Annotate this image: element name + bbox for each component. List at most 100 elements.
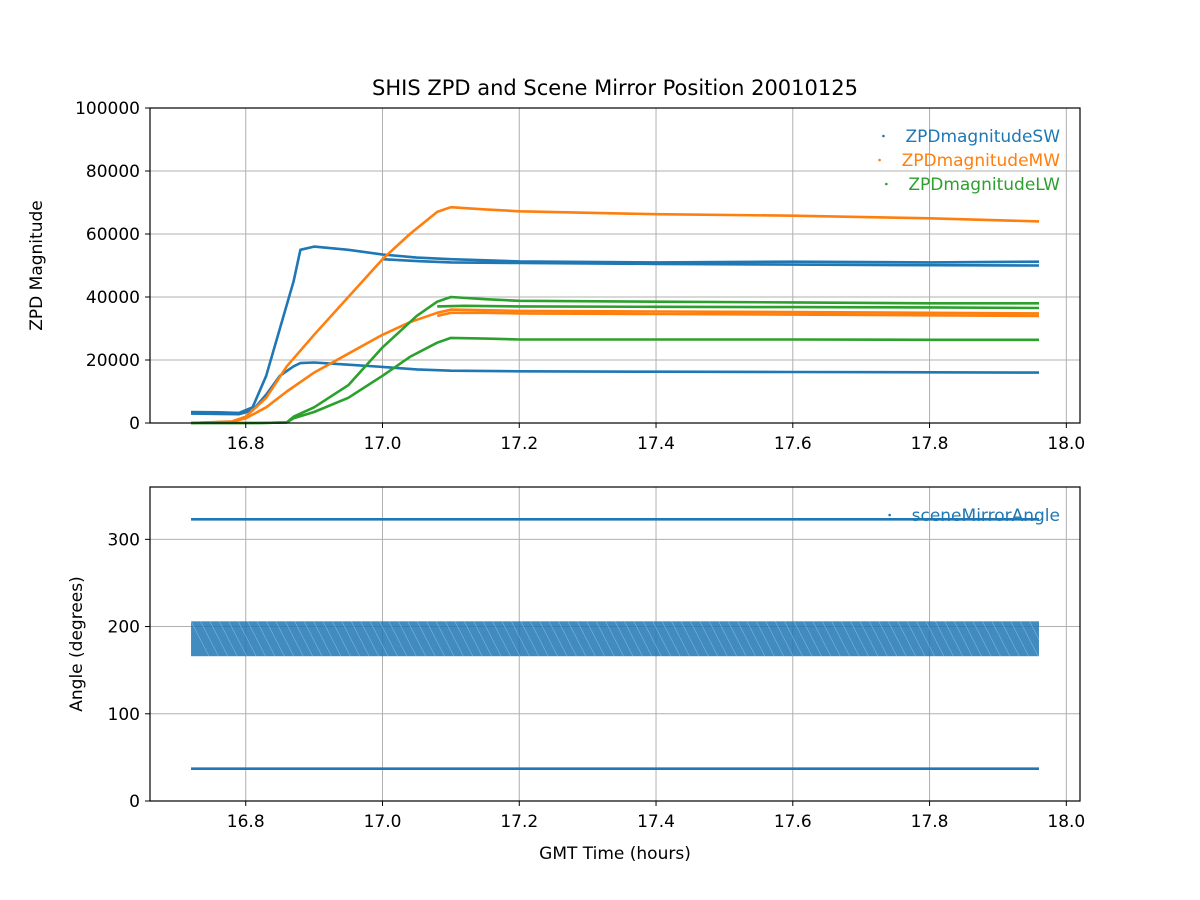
- angle-y-axis-label: Angle (degrees): [67, 576, 87, 711]
- zpd-data-marks: [190, 205, 1040, 425]
- band-texture: [793, 621, 813, 657]
- band-texture: [1029, 621, 1048, 657]
- band-texture: [501, 621, 521, 657]
- band-texture: [322, 621, 342, 657]
- band-texture: [548, 621, 568, 657]
- band-texture: [482, 621, 502, 657]
- x-tick-label: 18.0: [1047, 434, 1085, 454]
- legend-label: sceneMirrorAngle: [912, 506, 1060, 526]
- series-trace-ZPDmagnitudeMW: [190, 205, 1040, 425]
- band-texture: [1001, 621, 1020, 657]
- band-texture: [633, 621, 653, 657]
- band-texture: [511, 621, 530, 657]
- band-texture: [379, 621, 398, 657]
- band-texture: [925, 621, 945, 657]
- band-texture: [529, 621, 549, 657]
- y-tick-label: 80000: [86, 162, 140, 182]
- band-texture: [577, 621, 596, 657]
- band-texture: [963, 621, 982, 657]
- band-texture: [746, 621, 766, 657]
- band-texture: [661, 621, 681, 657]
- zpd-x-ticks: 16.8 17.0 17.2 17.4 17.6 17.8 18.0: [227, 423, 1085, 454]
- angle-x-axis-label: GMT Time (hours): [539, 844, 691, 864]
- band-texture: [407, 621, 426, 657]
- band-texture: [982, 621, 1001, 657]
- band-texture: [906, 621, 926, 657]
- series-trace-ZPDmagnitudeSW: [382, 257, 1040, 267]
- band-texture: [671, 621, 690, 657]
- angle-axes-frame: [149, 486, 1081, 802]
- band-texture: [558, 621, 577, 657]
- zpd-axes-frame: [149, 107, 1081, 424]
- angle-y-ticks: 0 100 200 300: [108, 530, 150, 812]
- legend-marker: [882, 134, 885, 138]
- legend-label: ZPDmagnitudeMW: [902, 151, 1061, 171]
- series-trace-ZPDmagnitudeMW: [436, 311, 1040, 318]
- x-tick-label: 17.0: [364, 434, 402, 454]
- band-texture: [831, 621, 850, 657]
- band-texture: [303, 621, 323, 657]
- band-texture: [341, 621, 361, 657]
- band-texture: [416, 621, 436, 657]
- band-texture: [690, 621, 709, 657]
- y-tick-label: 20000: [86, 351, 140, 371]
- band-texture: [567, 621, 587, 657]
- angle-data-marks: [190, 517, 1048, 771]
- band-texture: [1010, 621, 1029, 657]
- legend-marker: [878, 158, 881, 162]
- x-tick-label: 18.0: [1047, 812, 1085, 832]
- x-tick-label: 17.2: [500, 812, 538, 832]
- band-texture: [190, 621, 210, 657]
- band-texture: [426, 621, 445, 657]
- zpd-y-axis-label: ZPD Magnitude: [27, 200, 47, 330]
- angle-legend: sceneMirrorAngle: [888, 506, 1060, 526]
- band-texture: [614, 621, 634, 657]
- band-texture: [756, 621, 775, 657]
- band-texture: [247, 621, 266, 657]
- band-texture: [887, 621, 907, 657]
- band-texture: [803, 621, 822, 657]
- band-texture: [398, 621, 417, 657]
- band-texture: [360, 621, 379, 657]
- band-texture: [275, 621, 295, 657]
- band-texture: [219, 621, 238, 657]
- band-texture: [624, 621, 643, 657]
- band-texture: [699, 621, 719, 657]
- x-tick-label: 17.6: [774, 434, 812, 454]
- band-texture: [520, 621, 540, 657]
- band-texture: [718, 621, 737, 657]
- angle-x-ticks: 16.8 17.0 17.2 17.4 17.6 17.8 18.0: [227, 801, 1085, 832]
- band-texture: [463, 621, 483, 657]
- band-texture: [313, 621, 332, 657]
- x-tick-label: 17.2: [500, 434, 538, 454]
- band-texture: [605, 621, 624, 657]
- x-tick-label: 17.4: [637, 812, 675, 832]
- band-texture: [708, 621, 728, 657]
- legend-marker: [888, 513, 891, 517]
- legend-label: ZPDmagnitudeSW: [905, 127, 1060, 147]
- band-texture: [445, 621, 464, 657]
- band-texture: [897, 621, 916, 657]
- band-texture: [953, 621, 973, 657]
- band-texture: [944, 621, 964, 657]
- series-trace-ZPDmagnitudeSW: [190, 245, 1040, 415]
- band-texture: [473, 621, 492, 657]
- band-texture: [652, 621, 671, 657]
- y-tick-label: 60000: [86, 225, 140, 245]
- figure-title: SHIS ZPD and Scene Mirror Position 20010…: [372, 76, 858, 100]
- y-tick-label: 200: [108, 618, 140, 638]
- band-texture: [228, 621, 247, 657]
- band-texture: [680, 621, 700, 657]
- band-texture: [991, 621, 1011, 657]
- band-texture: [812, 621, 832, 657]
- scene-mirror-panel: 16.8 17.0 17.2 17.4 17.6 17.8 18.0 0100200300 …: [67, 486, 1085, 864]
- band-texture: [266, 621, 285, 657]
- band-texture: [727, 621, 747, 657]
- zpd-magnitude-panel: 16.8 17.0 17.2 17.4 17.6 17.8 18.0 0 20000 40000…: [27, 99, 1085, 454]
- band-texture: [350, 621, 370, 657]
- y-tick-label: 40000: [86, 288, 140, 308]
- band-texture: [435, 621, 455, 657]
- band-texture: [765, 621, 785, 657]
